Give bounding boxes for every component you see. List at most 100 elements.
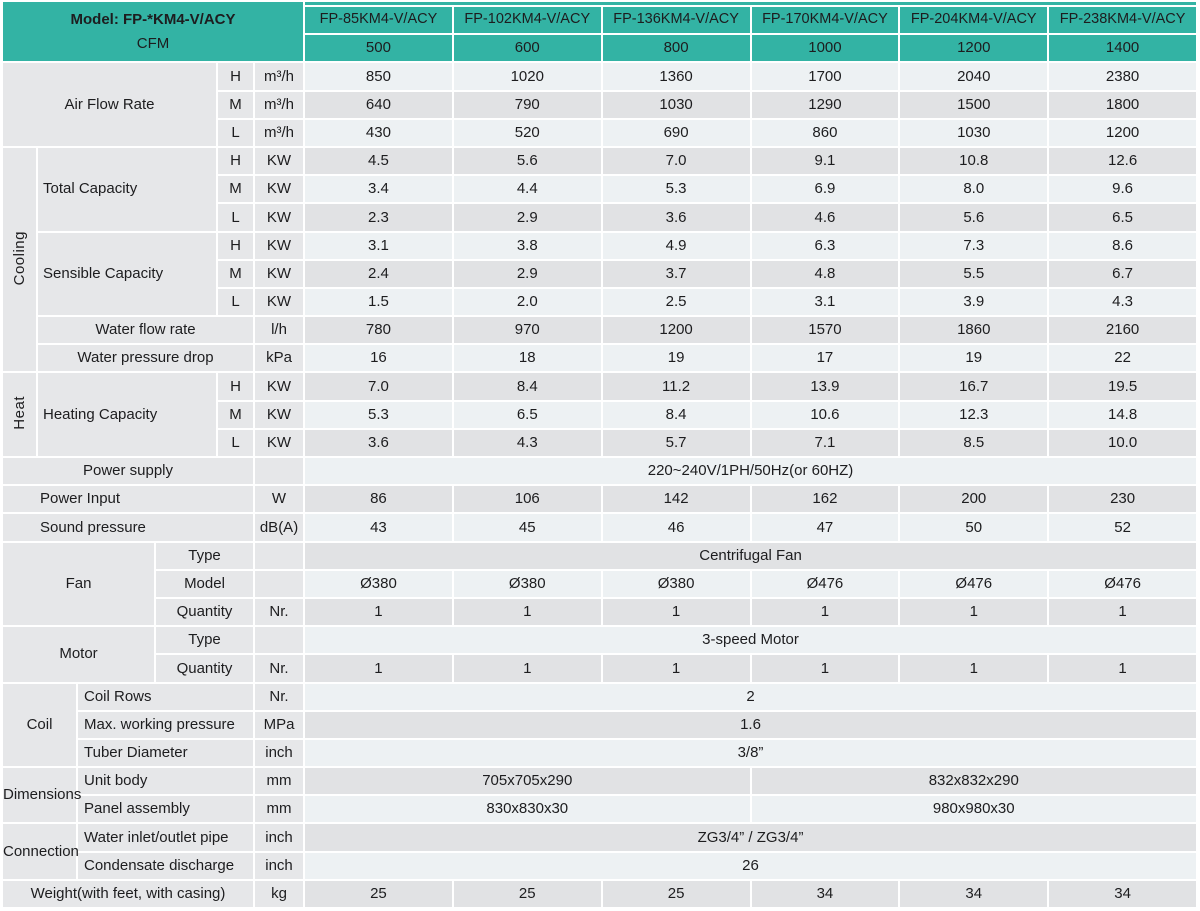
value-cell: 86 [305,486,452,513]
value-cell-max-pressure: 1.6 [305,711,1196,738]
group-label-heat: Heat [3,373,36,456]
row-label-total-capacity: Total Capacity [38,147,216,231]
value-cell: 10.6 [751,401,899,428]
row-label-sound-pressure: Sound pressure [3,514,253,541]
value-cell: 2160 [1049,317,1196,344]
value-cell: 3.7 [602,260,750,287]
value-cell-fan-type: Centrifugal Fan [305,542,1196,569]
value-cell: 1 [900,655,1048,682]
value-cell: Ø380 [453,570,601,597]
cfm-value: 600 [453,35,601,62]
value-cell-motor-type: 3-speed Motor [305,627,1196,654]
value-cell: 13.9 [751,373,899,400]
header-top-strip [305,2,1196,5]
value-cell: 2.9 [453,260,601,287]
value-cell: 25 [453,880,601,907]
group-label-cooling: Cooling [3,147,36,372]
speed-label: H [218,63,253,90]
value-cell: 1 [900,598,1048,626]
unit-label: m³/h [255,91,304,118]
row-water-inlet-outlet: Connection Water inlet/outlet pipe inch … [3,824,1196,879]
unit-label: m³/h [255,119,304,146]
unit-label: MPa [255,711,304,738]
value-cell: 2.5 [602,288,750,316]
speed-label: H [218,232,253,259]
value-cell: 430 [305,119,452,146]
unit-label: KW [255,176,304,203]
unit-label: inch [255,824,304,851]
model-label: Model: FP-*KM4-V/ACY [70,10,236,28]
row-tube-diameter: Tuber Diameter inch 3/8” [3,739,1196,767]
value-cell: 1570 [751,317,899,344]
value-cell: 10.0 [1049,429,1196,456]
row-label-unit-body: Unit body [78,768,253,795]
value-cell: 790 [453,91,601,118]
value-cell: 50 [900,514,1048,541]
value-cell: 6.7 [1049,260,1196,287]
value-cell: 690 [602,119,750,146]
row-fan-model: Model Ø380 Ø380 Ø380 Ø476 Ø476 Ø476 [3,570,1196,597]
unit-label: Nr. [255,683,304,710]
row-panel-assembly: Panel assembly mm 830x830x30 980x980x30 [3,796,1196,823]
row-label-air-flow: Air Flow Rate [3,63,216,146]
value-cell: 3.6 [602,204,750,231]
value-cell: 850 [305,63,452,90]
value-cell: 46 [602,514,750,541]
model-name: FP-136KM4-V/ACY [602,7,750,34]
unit-label: kg [255,880,304,907]
value-cell: 7.3 [900,232,1048,259]
value-cell: 200 [900,486,1048,513]
value-cell: 1 [751,655,899,682]
unit-label: Nr. [255,598,304,626]
unit-label: KW [255,260,304,287]
row-air-flow-h: Air Flow Rate H m³/h 850 1020 1360 1700 … [3,63,1196,146]
value-cell: 1030 [900,119,1048,146]
group-label-motor: Motor [3,627,154,682]
value-cell: 22 [1049,345,1196,372]
unit-label-empty [255,542,304,569]
value-cell-condensate: 26 [305,852,1196,879]
row-label-heating-capacity: Heating Capacity [38,373,216,456]
unit-label: m³/h [255,63,304,90]
cfm-value: 500 [305,35,452,62]
model-name: FP-238KM4-V/ACY [1049,7,1196,34]
model-header-cell: Model: FP-*KM4-V/ACY CFM [3,2,304,62]
unit-label: KW [255,429,304,456]
value-cell: 1 [305,655,452,682]
value-cell: 5.3 [305,401,452,428]
row-water-flow-rate: Water flow rate l/h 780 970 1200 1570 18… [3,317,1196,344]
speed-label: L [218,288,253,316]
value-cell: 11.2 [602,373,750,400]
row-label-power-supply: Power supply [3,458,253,485]
row-sensible-capacity-m: M KW 2.4 2.9 3.7 4.8 5.5 6.7 [3,260,1196,287]
value-cell: 16.7 [900,373,1048,400]
unit-label-empty [255,627,304,654]
unit-label: mm [255,768,304,795]
unit-label: KW [255,401,304,428]
value-cell: 4.4 [453,176,601,203]
value-cell: 5.6 [900,204,1048,231]
group-label-connection: Connection [3,824,79,879]
value-cell: 1700 [751,63,899,90]
value-cell: 45 [453,514,601,541]
row-label-panel-assembly: Panel assembly [78,796,253,823]
value-cell-power-supply: 220~240V/1PH/50Hz(or 60HZ) [305,458,1196,485]
model-name: FP-204KM4-V/ACY [900,7,1048,34]
value-cell: 2.4 [305,260,452,287]
row-label-motor-quantity: Quantity [156,655,253,682]
unit-label: dB(A) [255,514,304,541]
row-air-flow-m: M m³/h 640 790 1030 1290 1500 1800 [3,91,1196,118]
value-cell: 1360 [602,63,750,90]
row-label-condensate: Condensate discharge [78,852,253,879]
value-cell: 12.3 [900,401,1048,428]
speed-label: L [218,429,253,456]
value-cell: Ø380 [305,570,452,597]
value-cell: 8.4 [602,401,750,428]
cfm-value: 800 [602,35,750,62]
value-cell: 6.3 [751,232,899,259]
value-cell: 25 [305,880,452,907]
speed-label: M [218,91,253,118]
row-label-coil-rows: Coil Rows [78,683,253,710]
value-cell: 1200 [602,317,750,344]
value-cell: 640 [305,91,452,118]
